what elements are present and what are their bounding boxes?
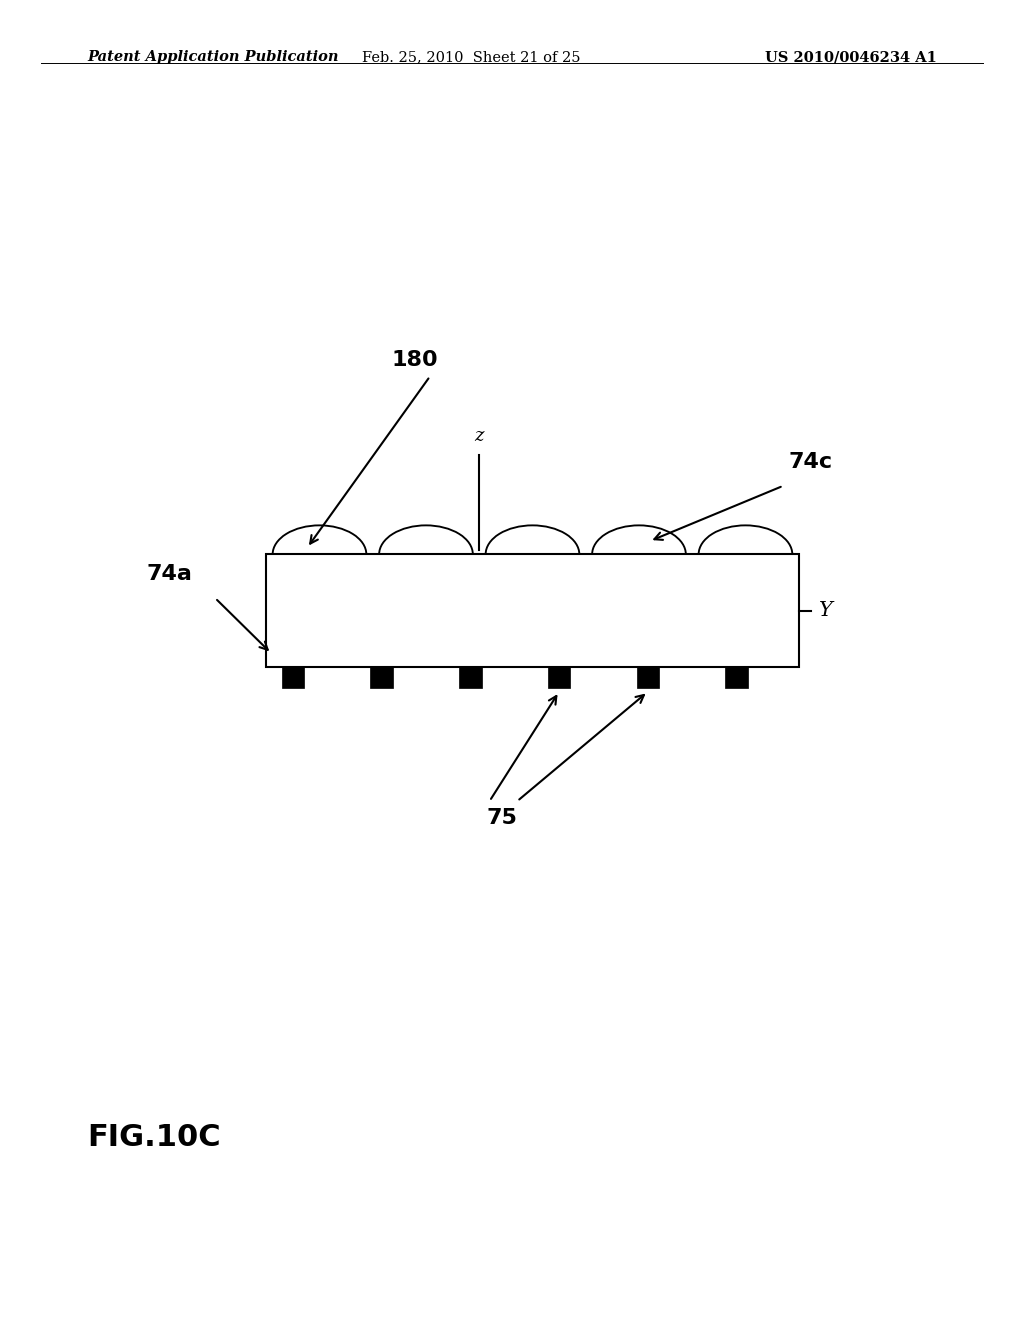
Bar [459, 667, 481, 688]
Bar [282, 667, 304, 688]
Text: Feb. 25, 2010  Sheet 21 of 25: Feb. 25, 2010 Sheet 21 of 25 [361, 50, 581, 65]
Bar [637, 667, 659, 688]
Text: FIG.10C: FIG.10C [87, 1123, 220, 1152]
Text: 180: 180 [391, 350, 438, 370]
Bar [371, 667, 393, 688]
Text: 74a: 74a [146, 564, 191, 585]
Text: 74c: 74c [788, 451, 833, 473]
Bar [266, 554, 799, 667]
Bar [725, 667, 748, 688]
Text: 75: 75 [486, 808, 517, 828]
Text: US 2010/0046234 A1: US 2010/0046234 A1 [765, 50, 937, 65]
Text: z: z [474, 426, 484, 445]
Text: Y: Y [819, 601, 833, 620]
Bar [548, 667, 570, 688]
Text: Patent Application Publication: Patent Application Publication [87, 50, 339, 65]
